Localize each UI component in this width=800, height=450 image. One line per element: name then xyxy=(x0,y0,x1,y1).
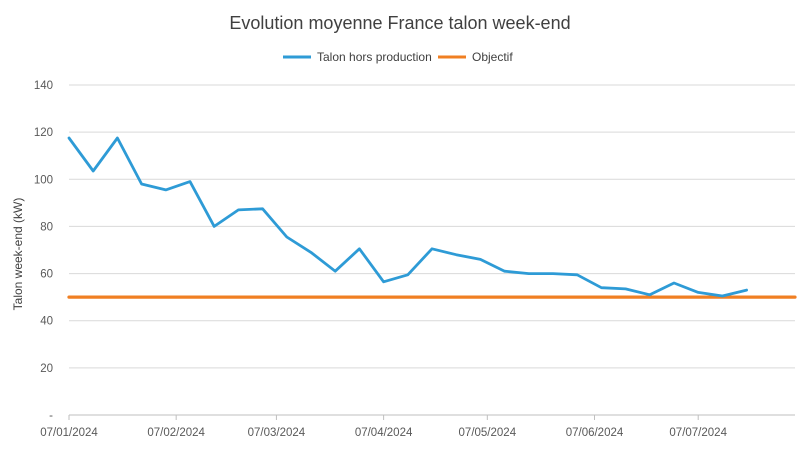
gridlines xyxy=(69,84,795,369)
x-tick-label: 07/04/2024 xyxy=(355,427,413,439)
y-tick-label: 40 xyxy=(40,316,53,328)
y-axis-label: Talon week-end (kW) xyxy=(11,198,25,311)
x-tick-label: 07/07/2024 xyxy=(669,427,727,439)
y-tick-label: 100 xyxy=(34,174,53,186)
chart-title: Evolution moyenne France talon week-end xyxy=(229,13,570,33)
y-tick-label: 120 xyxy=(34,127,53,139)
x-tick-label: 07/03/2024 xyxy=(248,427,306,439)
series-layer xyxy=(67,136,797,299)
y-tick-label: 60 xyxy=(40,269,53,281)
y-tick-label: 140 xyxy=(34,80,53,92)
y-axis-ticks: - 20 40 60 80 100 120 140 xyxy=(34,80,53,422)
y-tick-label: 20 xyxy=(40,363,53,375)
x-axis: 07/01/2024 07/02/2024 07/03/2024 07/04/2024… xyxy=(40,414,795,439)
x-tick-label: 07/02/2024 xyxy=(147,427,205,439)
y-tick-label: 80 xyxy=(40,221,53,233)
y-tick-label: - xyxy=(49,410,53,422)
legend-label: Objectif xyxy=(472,50,513,64)
x-tick-label: 07/01/2024 xyxy=(40,427,98,439)
x-tick-label: 07/05/2024 xyxy=(459,427,517,439)
legend: Talon hors production Objectif xyxy=(283,50,513,64)
x-tick-label: 07/06/2024 xyxy=(566,427,624,439)
legend-label: Talon hors production xyxy=(317,50,432,64)
series-line-talon-hors-production xyxy=(67,136,748,298)
